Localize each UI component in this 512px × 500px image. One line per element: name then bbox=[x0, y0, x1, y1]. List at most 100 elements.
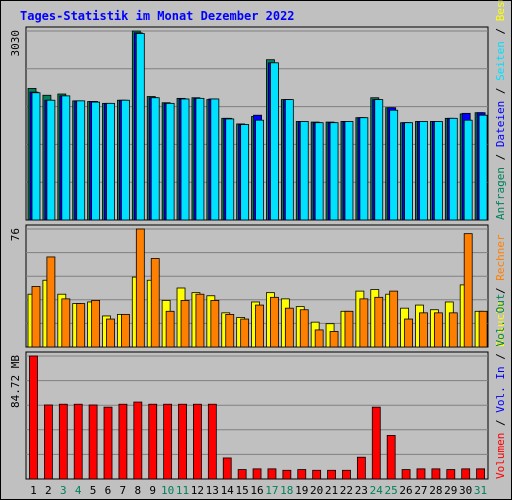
bar-rechner-day-23 bbox=[359, 298, 369, 348]
x-tick-label: 30 bbox=[459, 484, 472, 497]
legend-entry: Vol. In bbox=[494, 366, 507, 412]
bar-volumen-day-16 bbox=[252, 468, 262, 480]
bar-volumen-day-12 bbox=[193, 403, 202, 480]
bar-volumen-day-25 bbox=[386, 435, 396, 480]
x-tick-label: 22 bbox=[340, 484, 353, 497]
x-tick-label: 25 bbox=[385, 484, 398, 497]
x-tick-label: 24 bbox=[370, 484, 384, 497]
x-tick-label: 20 bbox=[310, 484, 323, 497]
bar-seiten-day-17 bbox=[270, 62, 279, 221]
bar-volumen-day-26 bbox=[401, 469, 411, 480]
bar-seiten-day-20 bbox=[314, 122, 324, 221]
x-tick-label: 1 bbox=[30, 484, 37, 497]
bar-rechner-day-13 bbox=[210, 300, 220, 348]
bar-seiten-day-12 bbox=[195, 97, 205, 221]
legend-entry: / bbox=[494, 21, 507, 41]
bar-rechner-day-2 bbox=[46, 256, 56, 348]
x-tick-label: 6 bbox=[105, 484, 112, 497]
bar-seiten-day-10 bbox=[165, 102, 175, 221]
bar-volumen-day-2 bbox=[44, 404, 53, 480]
bar-volumen-day-9 bbox=[148, 403, 158, 480]
bar-volumen-day-14 bbox=[222, 457, 232, 480]
bar-rechner-day-28 bbox=[433, 312, 443, 348]
x-tick-label: 9 bbox=[149, 484, 156, 497]
bar-rechner-day-15 bbox=[240, 318, 250, 348]
x-tick-label: 5 bbox=[90, 484, 97, 497]
bar-volumen-day-17 bbox=[267, 468, 277, 480]
x-tick-label: 8 bbox=[134, 484, 141, 497]
bar-rechner-day-17 bbox=[270, 296, 279, 348]
bar-seiten-day-4 bbox=[76, 100, 86, 221]
bar-volumen-day-6 bbox=[103, 406, 113, 480]
x-tick-label: 26 bbox=[399, 484, 412, 497]
bar-seiten-day-26 bbox=[404, 122, 413, 221]
bar-volumen-day-10 bbox=[163, 403, 173, 480]
bar-rechner-day-7 bbox=[121, 313, 130, 348]
bar-rechner-day-14 bbox=[225, 313, 235, 348]
bar-volumen-day-21 bbox=[327, 469, 336, 480]
bar-volumen-day-13 bbox=[207, 403, 217, 480]
x-tick-label: 15 bbox=[235, 484, 248, 497]
legend-entry: Vol. Out bbox=[494, 294, 507, 347]
bar-volumen-day-15 bbox=[237, 469, 247, 480]
x-tick-label: 11 bbox=[176, 484, 189, 497]
bar-seiten-day-1 bbox=[31, 92, 41, 221]
panel-3: 84.72 MB Volumen / Vol. In / Vol. Out bbox=[9, 294, 507, 480]
bar-rechner-day-9 bbox=[150, 258, 160, 348]
bar-seiten-day-28 bbox=[433, 121, 443, 221]
panel-legend: Besuche / Rechner bbox=[494, 234, 507, 347]
bar-seiten-day-22 bbox=[344, 121, 354, 221]
bar-volumen-day-31 bbox=[476, 468, 486, 480]
bar-volumen-day-11 bbox=[178, 403, 187, 480]
series-seiten bbox=[31, 33, 488, 221]
bar-seiten-day-27 bbox=[419, 121, 428, 221]
x-tick-label: 2 bbox=[45, 484, 52, 497]
legend-entry: Besuche bbox=[494, 0, 507, 21]
bar-rechner-day-29 bbox=[448, 312, 458, 348]
legend-entry: Seiten bbox=[494, 41, 507, 81]
bar-volumen-day-28 bbox=[431, 468, 441, 480]
x-tick-label: 19 bbox=[295, 484, 308, 497]
x-tick-label: 12 bbox=[191, 484, 204, 497]
x-tick-label: 27 bbox=[414, 484, 427, 497]
bar-seiten-day-5 bbox=[91, 101, 101, 221]
bar-rechner-day-11 bbox=[180, 300, 190, 348]
bar-volumen-day-4 bbox=[73, 403, 83, 480]
bar-rechner-day-8 bbox=[135, 228, 145, 348]
bar-seiten-day-21 bbox=[329, 122, 339, 221]
bar-rechner-day-26 bbox=[404, 318, 413, 348]
legend-entry: / bbox=[494, 347, 507, 367]
x-tick-label: 10 bbox=[161, 484, 174, 497]
bar-volumen-day-1 bbox=[29, 355, 38, 480]
bar-seiten-day-29 bbox=[448, 117, 458, 221]
panel-1: 3030 Anfragen / Dateien / Seiten / Besuch… bbox=[9, 0, 507, 221]
bar-seiten-day-3 bbox=[61, 95, 71, 221]
bar-rechner-day-24 bbox=[374, 296, 384, 348]
x-tick-label: 28 bbox=[429, 484, 442, 497]
x-tick-label: 16 bbox=[250, 484, 263, 497]
panel-legend: Volumen / Vol. In / Vol. Out bbox=[494, 294, 507, 479]
bar-rechner-day-20 bbox=[314, 329, 324, 348]
panels: 3030 Anfragen / Dateien / Seiten / Besuch… bbox=[9, 0, 507, 480]
bar-volumen-day-5 bbox=[88, 404, 98, 480]
bar-volumen-day-22 bbox=[342, 469, 351, 480]
legend-entry: / bbox=[494, 147, 507, 167]
bar-rechner-day-22 bbox=[344, 310, 354, 348]
x-tick-label: 21 bbox=[325, 484, 338, 497]
y-max-label: 84.72 MB bbox=[9, 355, 22, 408]
bar-rechner-day-30 bbox=[463, 233, 473, 348]
bar-rechner-day-18 bbox=[284, 307, 294, 348]
bar-rechner-day-4 bbox=[76, 303, 86, 348]
bar-volumen-day-18 bbox=[282, 469, 292, 480]
bar-seiten-day-2 bbox=[46, 99, 56, 221]
bar-seiten-day-7 bbox=[121, 99, 130, 221]
bar-rechner-day-5 bbox=[91, 300, 101, 348]
bar-volumen-day-8 bbox=[133, 401, 143, 480]
bar-seiten-day-8 bbox=[135, 33, 145, 221]
bar-rechner-day-1 bbox=[31, 286, 41, 348]
legend-entry: Besuche bbox=[494, 301, 507, 347]
bar-volumen-day-30 bbox=[461, 468, 471, 480]
x-tick-label: 18 bbox=[280, 484, 293, 497]
x-axis-labels: 1 2 3 4 5 6 7 8 9 10 11 12 13 14 15 16 17 18 19 20 21 22 23 24 2… bbox=[30, 484, 487, 497]
bar-rechner-day-25 bbox=[389, 290, 399, 348]
